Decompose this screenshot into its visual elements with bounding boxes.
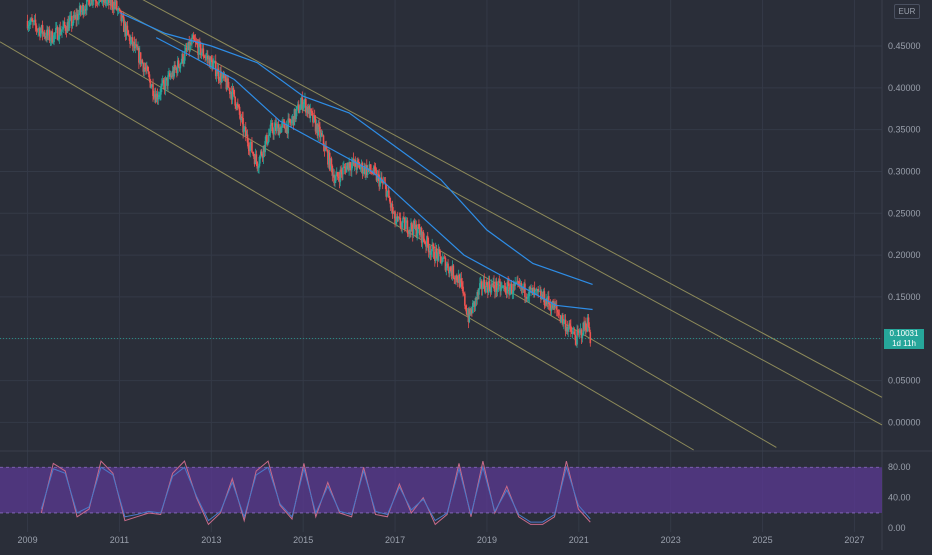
candle-body: [405, 223, 407, 230]
y-tick-label: 0.15000: [888, 292, 921, 302]
candle-body: [127, 26, 129, 31]
candle-body: [270, 125, 272, 133]
candle-body: [589, 332, 591, 343]
candle-body: [191, 39, 193, 45]
x-tick-label: 2015: [293, 535, 313, 545]
candle-body: [582, 336, 584, 338]
candle-body: [251, 142, 253, 152]
oscillator-tick-label: 40.00: [888, 493, 911, 503]
x-tick-label: 2019: [477, 535, 497, 545]
candle-body: [284, 122, 286, 129]
last-price-tag: 0.10031 1d 11h: [884, 329, 924, 349]
candle-body: [439, 251, 441, 257]
candle-body: [464, 294, 466, 306]
candle-body: [335, 176, 337, 181]
candle-body: [61, 29, 63, 31]
y-tick-label: 0.25000: [888, 208, 921, 218]
candle-body: [256, 154, 258, 162]
y-tick-label: 0.40000: [888, 83, 921, 93]
candle-body: [178, 60, 180, 67]
currency-label[interactable]: EUR: [894, 4, 920, 19]
candle-body: [268, 135, 270, 142]
candle-body: [342, 167, 344, 174]
candle-countdown: 1d 11h: [884, 339, 924, 349]
y-tick-label: 0.00000: [888, 417, 921, 427]
y-tick-label: 0.35000: [888, 125, 921, 135]
candle-body: [149, 74, 151, 79]
x-tick-label: 2023: [661, 535, 681, 545]
candle-body: [299, 110, 301, 113]
candle-body: [233, 88, 235, 90]
x-tick-label: 2025: [753, 535, 773, 545]
candle-body: [120, 10, 122, 11]
candle-body: [167, 75, 169, 85]
candle-body: [165, 79, 167, 90]
x-tick-label: 2013: [201, 535, 221, 545]
candle-body: [264, 141, 266, 152]
x-tick-label: 2017: [385, 535, 405, 545]
x-tick-label: 2009: [18, 535, 38, 545]
x-tick-label: 2021: [569, 535, 589, 545]
x-tick-label: 2011: [110, 535, 129, 545]
oscillator-tick-label: 80.00: [888, 462, 911, 472]
y-tick-label: 0.30000: [888, 166, 921, 176]
candle-body: [233, 90, 235, 97]
y-tick-label: 0.05000: [888, 376, 921, 386]
candle-body: [447, 264, 449, 271]
candle-body: [98, 0, 100, 3]
y-tick-label: 0.20000: [888, 250, 921, 260]
candle-body: [524, 283, 526, 297]
candle-body: [180, 64, 182, 69]
candle-body: [216, 74, 218, 76]
candle-body: [119, 8, 121, 9]
x-tick-label: 2027: [844, 535, 864, 545]
candle-body: [556, 306, 558, 310]
oscillator-band: [0, 467, 882, 513]
oscillator-tick-label: 0.00: [888, 523, 906, 533]
y-tick-label: 0.45000: [888, 41, 921, 51]
candle-body: [273, 127, 275, 135]
last-price-value: 0.10031: [884, 329, 924, 339]
